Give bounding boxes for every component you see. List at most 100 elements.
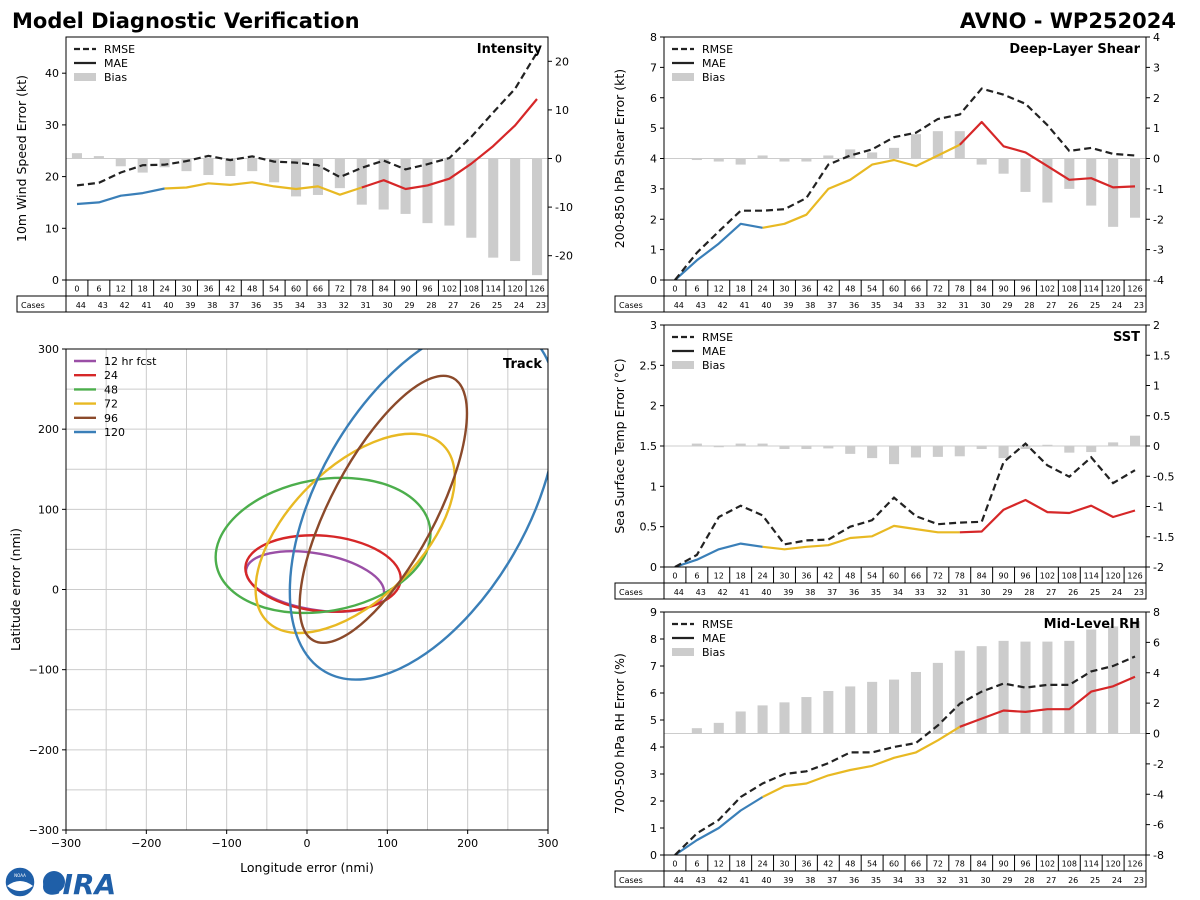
bias-bar: [466, 158, 477, 238]
bias-bar: [225, 158, 236, 176]
legend-rmse-label: RMSE: [702, 43, 733, 56]
hour-label: 24: [757, 860, 767, 869]
case-count: 33: [317, 301, 327, 310]
y-tick-label: 0: [650, 561, 657, 574]
case-count: 27: [1046, 876, 1056, 885]
case-count: 34: [893, 876, 903, 885]
case-count: 35: [871, 876, 881, 885]
cases-label: Cases: [619, 876, 643, 885]
case-count: 34: [295, 301, 305, 310]
bias-bar: [1130, 158, 1141, 218]
y-tick-label: 6: [650, 687, 657, 700]
legend-rmse-label: RMSE: [702, 331, 733, 344]
hour-label: 96: [1020, 860, 1030, 869]
x-tick-label: 200: [457, 837, 478, 850]
bias-bar: [932, 662, 943, 734]
case-count: 27: [1046, 301, 1056, 310]
bias-bar: [691, 158, 702, 161]
legend-label: 12 hr fcst: [104, 355, 157, 368]
y-tick-label: 1.5: [640, 440, 658, 453]
rmse-line: [674, 655, 1136, 856]
legend-mae-label: MAE: [702, 632, 726, 645]
case-count: 31: [959, 876, 969, 885]
error-ellipse-96: [298, 374, 469, 645]
hour-label: 30: [181, 285, 191, 294]
y-tick-label: 6: [650, 92, 657, 105]
y2-tick-label: 6: [1153, 636, 1160, 649]
bias-bar: [1086, 446, 1097, 453]
case-count: 25: [492, 301, 502, 310]
case-count: 40: [761, 301, 771, 310]
bias-bar: [801, 446, 812, 450]
case-count: 44: [674, 588, 684, 597]
hour-label: 36: [203, 285, 213, 294]
hour-label: 54: [867, 285, 877, 294]
y-tick-label: 1: [650, 480, 657, 493]
hour-label: 78: [955, 285, 965, 294]
hour-label: 36: [801, 860, 811, 869]
hour-label: 54: [867, 860, 877, 869]
cases-label: Cases: [21, 301, 45, 310]
hour-label: 126: [529, 285, 544, 294]
bias-bar: [203, 158, 214, 176]
y-axis-label: 700-500 hPa RH Error (%): [612, 653, 627, 814]
mae-line-late: [361, 98, 538, 191]
bias-bar: [823, 155, 834, 159]
x-tick-label: −200: [131, 837, 161, 850]
case-count: 33: [915, 876, 925, 885]
case-count: 35: [871, 301, 881, 310]
case-count: 30: [980, 876, 990, 885]
noaa-wave-icon: [7, 881, 33, 891]
mae-line-late: [959, 675, 1136, 728]
bias-bar: [845, 446, 856, 454]
case-count: 40: [163, 301, 173, 310]
cases-table: Cases 0 44 6 43 12 42 18 41 24 40 30 39 36 38 42 37 48 36 5…: [614, 279, 1147, 313]
case-count: 25: [1090, 301, 1100, 310]
case-count: 33: [915, 301, 925, 310]
case-count: 29: [1002, 301, 1012, 310]
hour-label: 66: [313, 285, 323, 294]
bias-bar: [889, 679, 900, 734]
cases-table: Cases 0 44 6 43 12 42 18 41 24 40 30 39 36 38 42 37 48 36 5…: [16, 279, 549, 313]
case-count: 30: [980, 588, 990, 597]
hour-label: 114: [1084, 860, 1099, 869]
case-count: 26: [1068, 876, 1078, 885]
y2-tick-label: -4: [1153, 788, 1164, 801]
hour-label: 78: [955, 860, 965, 869]
case-count: 43: [98, 301, 108, 310]
y-tick-label: 1: [650, 244, 657, 257]
hour-label: 102: [1040, 572, 1055, 581]
hour-label: 42: [823, 285, 833, 294]
cases-table: Cases 0 44 6 43 12 42 18 41 24 40 30 39 36 38 42 37 48 36 5…: [614, 566, 1147, 600]
cira-globe-icon: [43, 871, 65, 893]
mae-line-early: [674, 222, 763, 281]
case-count: 28: [1024, 876, 1034, 885]
case-count: 37: [229, 301, 239, 310]
hour-label: 42: [225, 285, 235, 294]
y-tick-label: 2: [650, 400, 657, 413]
y-tick-label: 8: [650, 31, 657, 44]
bias-bar: [1130, 435, 1141, 446]
hour-label: 48: [845, 285, 855, 294]
hour-label: 114: [1084, 285, 1099, 294]
legend-bias-label: Bias: [702, 71, 725, 84]
legend-mae-label: MAE: [104, 57, 128, 70]
x-tick-label: 300: [538, 837, 559, 850]
legend-label: 72: [104, 398, 118, 411]
bias-bar: [71, 153, 82, 159]
case-count: 32: [937, 876, 947, 885]
hour-label: 66: [911, 860, 921, 869]
panel-title: Track: [503, 357, 542, 372]
y-tick-label: −300: [29, 824, 59, 837]
case-count: 23: [536, 301, 546, 310]
case-count: 37: [827, 588, 837, 597]
hour-label: 48: [845, 860, 855, 869]
panel-title: Deep-Layer Shear: [1009, 42, 1140, 57]
legend-rmse-label: RMSE: [702, 618, 733, 631]
case-count: 38: [805, 588, 815, 597]
case-count: 23: [1134, 301, 1144, 310]
bias-bar: [998, 446, 1009, 459]
